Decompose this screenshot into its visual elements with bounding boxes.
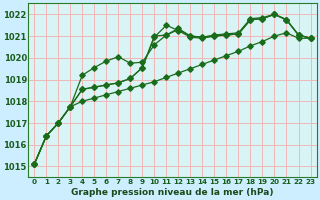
X-axis label: Graphe pression niveau de la mer (hPa): Graphe pression niveau de la mer (hPa) <box>71 188 274 197</box>
